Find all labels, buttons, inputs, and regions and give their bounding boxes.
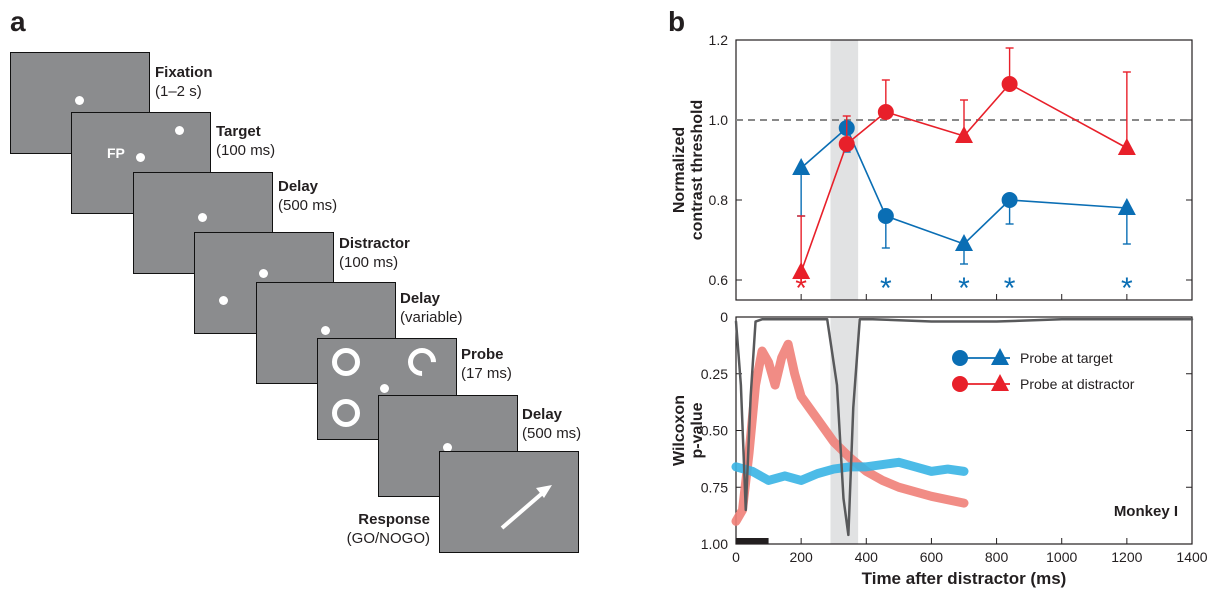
data-point-triangle	[1117, 198, 1136, 215]
legend-circle-marker	[952, 376, 968, 392]
distractor-dot	[219, 296, 228, 305]
xtick-label: 200	[789, 549, 813, 565]
series-line-red	[800, 82, 1128, 273]
bottom-ylabel: Wilcoxonp-value	[671, 395, 706, 466]
significance-asterisk: *	[958, 272, 970, 305]
bottom-ytick-label: 0	[720, 309, 728, 325]
fp-label: FP	[107, 145, 125, 161]
step-delay2-label: Delay (variable)	[400, 290, 463, 326]
legend-triangle-marker	[991, 348, 1009, 365]
data-point-circle	[877, 208, 894, 224]
bottom-ytick-label: 0.50	[701, 423, 728, 439]
step-delay3-label: Delay (500 ms)	[522, 406, 582, 442]
data-point-circle	[1001, 76, 1018, 92]
probe-ring-top-right	[402, 342, 442, 382]
xtick-label: 600	[920, 549, 944, 565]
xtick-label: 1000	[1046, 549, 1077, 565]
top-ytick-label: 0.6	[709, 272, 729, 288]
pvalue-trace-gray_trace	[734, 318, 1194, 537]
step-target-label: Target (100 ms)	[216, 123, 276, 159]
bottom-ytick-label: 0.75	[701, 479, 728, 495]
fixation-point	[136, 153, 145, 162]
series-line-blue	[800, 126, 1127, 245]
shaded-window-top	[830, 40, 859, 300]
chart-svg: 0.6 0.8 1.0 1.2 * * * * * Normalizedcontrast thre…	[671, 32, 1208, 588]
top-plot-frame	[735, 39, 1193, 301]
fixation-point	[259, 269, 268, 278]
significance-asterisk: *	[1004, 272, 1016, 305]
significance-asterisk: *	[795, 272, 807, 305]
panel-b-charts: 0.6 0.8 1.0 1.2 * * * * * Normalizedcontrast thre…	[640, 0, 1212, 593]
significance-asterisk: *	[1121, 272, 1133, 305]
data-point-triangle	[955, 126, 973, 143]
top-ytick-label: 1.2	[709, 32, 729, 48]
xtick-label: 800	[985, 549, 1009, 565]
panel-a-letter: a	[10, 6, 26, 37]
fixation-point	[380, 384, 389, 393]
monkey-label: Monkey I	[1114, 503, 1178, 520]
fixation-point	[321, 326, 330, 335]
data-point-circle	[877, 104, 894, 120]
legend-label: Probe at target	[1020, 350, 1113, 366]
response-screen	[439, 451, 579, 553]
x-axis-label: Time after distractor (ms)	[862, 569, 1067, 588]
bottom-ytick-label: 1.00	[701, 536, 728, 552]
panel-b-letter: b	[668, 6, 686, 37]
significance-asterisk: *	[880, 272, 892, 305]
step-fixation-label: Fixation (1–2 s)	[155, 64, 213, 100]
xtick-label: 0	[732, 549, 740, 565]
probe-ring-bottom-left	[332, 399, 360, 427]
data-point-circle	[838, 136, 855, 152]
xtick-label: 1400	[1176, 549, 1207, 565]
data-point-triangle	[1117, 138, 1136, 155]
step-response-label: Response (GO/NOGO)	[346, 511, 430, 547]
saccade-arrow-icon	[500, 485, 552, 530]
legend-label: Probe at distractor	[1020, 376, 1135, 392]
fixation-point	[198, 213, 207, 222]
top-ylabel: Normalizedcontrast threshold	[671, 100, 706, 240]
xtick-label: 1200	[1111, 549, 1142, 565]
data-point-triangle	[792, 262, 811, 279]
pvalue-trace-salmon	[731, 339, 969, 526]
top-ytick-label: 0.8	[709, 192, 729, 208]
stimulus-bar-marker	[736, 538, 769, 544]
step-probe-label: Probe (17 ms)	[461, 346, 512, 382]
target-dot	[175, 126, 184, 135]
legend-circle-marker	[952, 350, 968, 366]
legend-triangle-marker	[991, 374, 1009, 391]
step-delay1-label: Delay (500 ms)	[278, 178, 338, 214]
top-ytick-label: 1.0	[709, 112, 729, 128]
data-point-circle	[1001, 192, 1018, 208]
data-point-triangle	[792, 158, 811, 175]
fixation-point	[75, 96, 84, 105]
probe-ring-top-left	[332, 348, 360, 376]
xtick-label: 400	[855, 549, 879, 565]
bottom-ytick-label: 0.25	[701, 366, 728, 382]
data-point-triangle	[955, 234, 973, 251]
step-distractor-label: Distractor (100 ms)	[339, 235, 410, 271]
fixation-point	[443, 443, 452, 452]
